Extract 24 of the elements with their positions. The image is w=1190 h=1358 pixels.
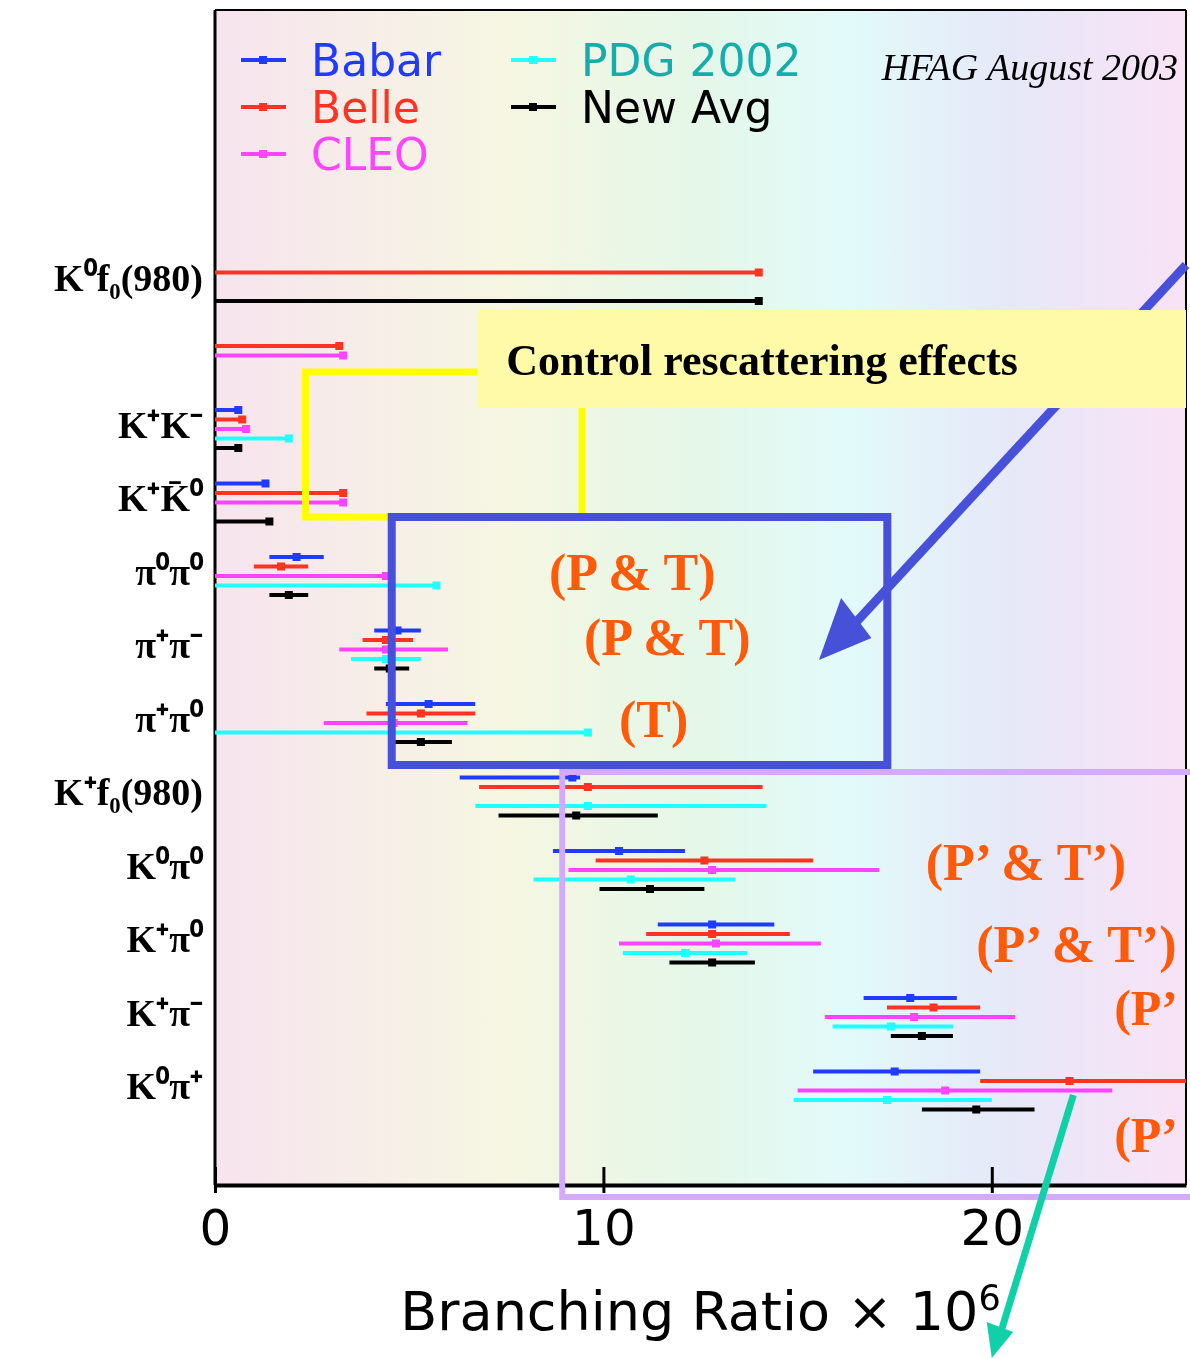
y-tick-label: K⁺π⁰ bbox=[126, 918, 204, 961]
y-tick-label: K⁰f₀(980) bbox=[54, 256, 203, 300]
x-tick-label: 10 bbox=[572, 1198, 636, 1257]
annotation: (T) bbox=[618, 691, 689, 749]
annotation: (P’ & T’) bbox=[976, 916, 1177, 974]
y-tick-label: K⁺π⁻ bbox=[126, 991, 203, 1034]
annotation: Control rescattering effects bbox=[506, 336, 1018, 385]
x-tick-label: 0 bbox=[199, 1198, 232, 1257]
annotation: (P & T) bbox=[549, 544, 716, 602]
y-tick-label: π⁰π⁰ bbox=[135, 550, 204, 593]
y-tick-label: K⁰π⁺ bbox=[126, 1065, 203, 1108]
annotation: (P & T) bbox=[583, 609, 751, 667]
y-tick-label: π⁺π⁰ bbox=[135, 697, 204, 740]
annotation: (P’ & T’) bbox=[925, 834, 1127, 892]
y-tick-label: K⁺K̄⁰ bbox=[117, 477, 204, 520]
annotation: (P’ bbox=[1114, 980, 1178, 1036]
y-tick-label: π⁺π⁻ bbox=[135, 624, 203, 667]
y-tick-label: K⁰π⁰ bbox=[126, 844, 204, 887]
text: HFAG August 2003 bbox=[880, 46, 1178, 88]
annotation: (P’ bbox=[1114, 1107, 1178, 1163]
x-axis-title: Branching Ratio × 10$^{6}$ bbox=[400, 1276, 1001, 1343]
y-tick-label: K⁺K⁻ bbox=[117, 403, 203, 446]
y-tick-label: K⁺f₀(980) bbox=[54, 771, 203, 815]
x-tick-label: 20 bbox=[960, 1198, 1025, 1257]
